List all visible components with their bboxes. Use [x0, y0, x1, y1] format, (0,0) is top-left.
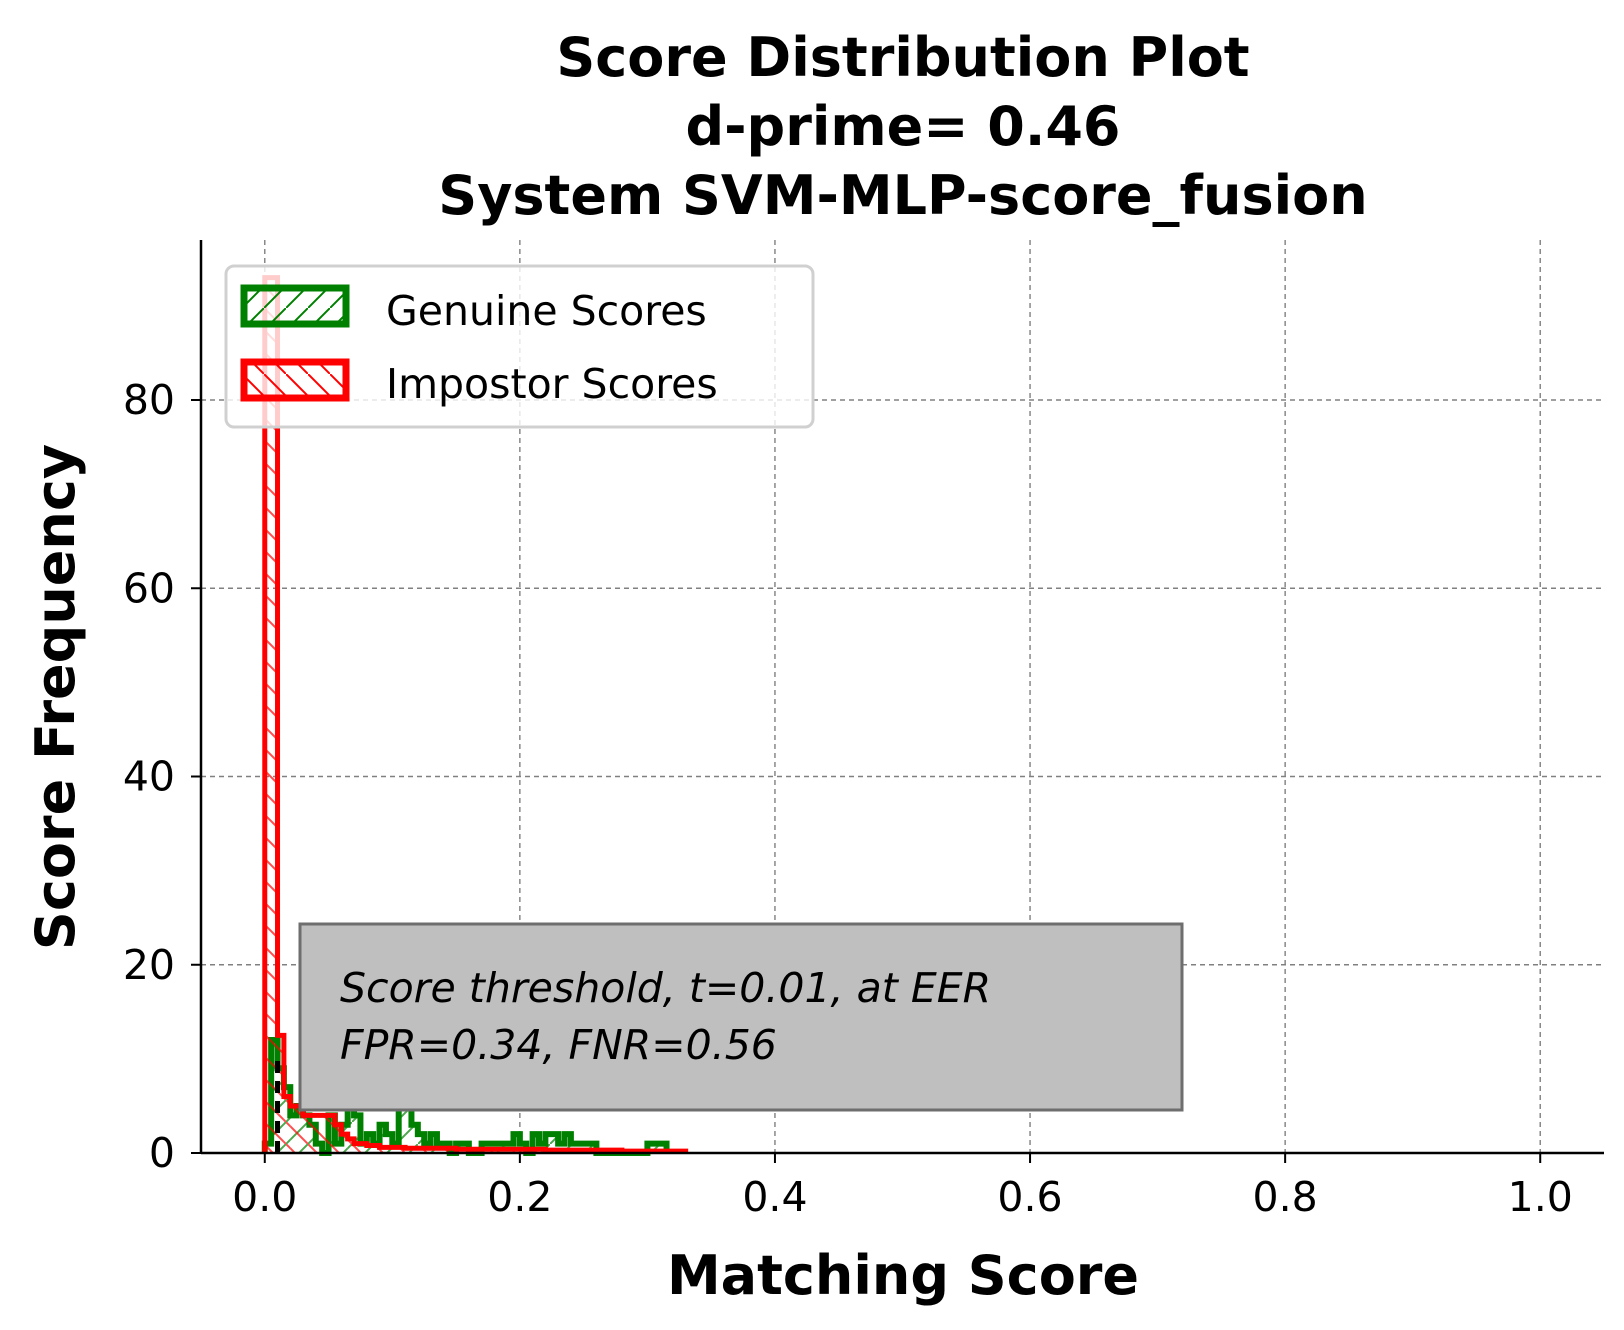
- histogram-bar-impostor: [296, 1105, 304, 1153]
- histogram-bar-impostor: [303, 1115, 316, 1153]
- histogram-bar-genuine: [347, 1096, 355, 1153]
- legend-label-impostor: Impostor Scores: [386, 360, 718, 408]
- histogram-bar-impostor: [347, 1138, 355, 1153]
- legend-swatch-impostor: [240, 358, 350, 402]
- histogram-bar-impostor: [354, 1143, 367, 1153]
- histogram-bar-genuine: [647, 1143, 667, 1153]
- histogram-bar-genuine: [430, 1134, 437, 1153]
- histogram-bar-impostor: [290, 1105, 297, 1153]
- legend-swatch-genuine: [240, 284, 350, 328]
- histogram-bar-impostor: [379, 1147, 406, 1153]
- histogram-bar-impostor: [334, 1124, 342, 1153]
- annotation-box-background: [298, 922, 1184, 1112]
- histogram-bar-impostor: [283, 1096, 291, 1153]
- legend-label-genuine: Genuine Scores: [386, 287, 707, 335]
- histogram-bar-impostor: [341, 1134, 348, 1153]
- histogram-bar-genuine: [513, 1134, 520, 1153]
- y-tick-label: 0: [149, 1129, 175, 1177]
- histogram-bar-genuine: [564, 1134, 571, 1153]
- ticks-layer: 0.0 0.2 0.4 0.6 0.8 1.0 0 20 40 60 80: [123, 376, 1573, 1221]
- x-tick-label: 0.4: [742, 1173, 807, 1221]
- y-tick-label: 40: [123, 753, 175, 801]
- x-tick-label: 0.6: [997, 1173, 1062, 1221]
- legend-frame: [224, 264, 815, 429]
- histogram-bar-genuine: [385, 1134, 393, 1153]
- histogram-bar-genuine: [354, 1115, 361, 1153]
- annotation-line-1: Score threshold, t=0.01, at EER: [340, 964, 991, 1012]
- histogram-bar-impostor: [277, 1035, 284, 1153]
- histogram-bar-genuine: [417, 1134, 425, 1153]
- histogram-bar-genuine: [398, 1105, 406, 1153]
- series-outline-impostor: [262, 275, 689, 1154]
- y-tick-label: 60: [123, 564, 175, 612]
- histogram-bar-impostor: [315, 1115, 335, 1153]
- x-tick-label: 0.0: [232, 1173, 297, 1221]
- x-tick-label: 1.0: [1508, 1173, 1573, 1221]
- x-axis-label: Matching Score: [667, 1244, 1139, 1307]
- annotation-box: Score threshold, t=0.01, at EER FPR=0.34…: [298, 922, 1184, 1112]
- histogram-layer: [261, 275, 689, 1156]
- histogram-bar-genuine: [379, 1124, 386, 1153]
- histogram-bar-genuine: [405, 1105, 412, 1153]
- histogram-bar-genuine: [411, 1124, 418, 1153]
- x-tick-label: 0.2: [487, 1173, 552, 1221]
- histogram-bar-impostor: [264, 277, 278, 1153]
- chart-title-line-2: d-prime= 0.46: [685, 95, 1120, 158]
- y-axis-label: Score Frequency: [24, 444, 87, 950]
- x-tick-label: 0.8: [1253, 1173, 1318, 1221]
- axes: [199, 240, 1604, 1155]
- annotation-line-2: FPR=0.34, FNR=0.56: [340, 1021, 777, 1069]
- y-tick-label: 80: [123, 376, 175, 424]
- legend: Genuine Scores Impostor Scores: [224, 264, 815, 429]
- chart-title-line-1: Score Distribution Plot: [556, 26, 1249, 89]
- histogram-bar-impostor: [366, 1145, 380, 1153]
- histogram-bar-genuine: [532, 1134, 539, 1153]
- y-tick-label: 20: [123, 941, 175, 989]
- chart-title-line-3: System SVM-MLP-score_fusion: [438, 164, 1367, 227]
